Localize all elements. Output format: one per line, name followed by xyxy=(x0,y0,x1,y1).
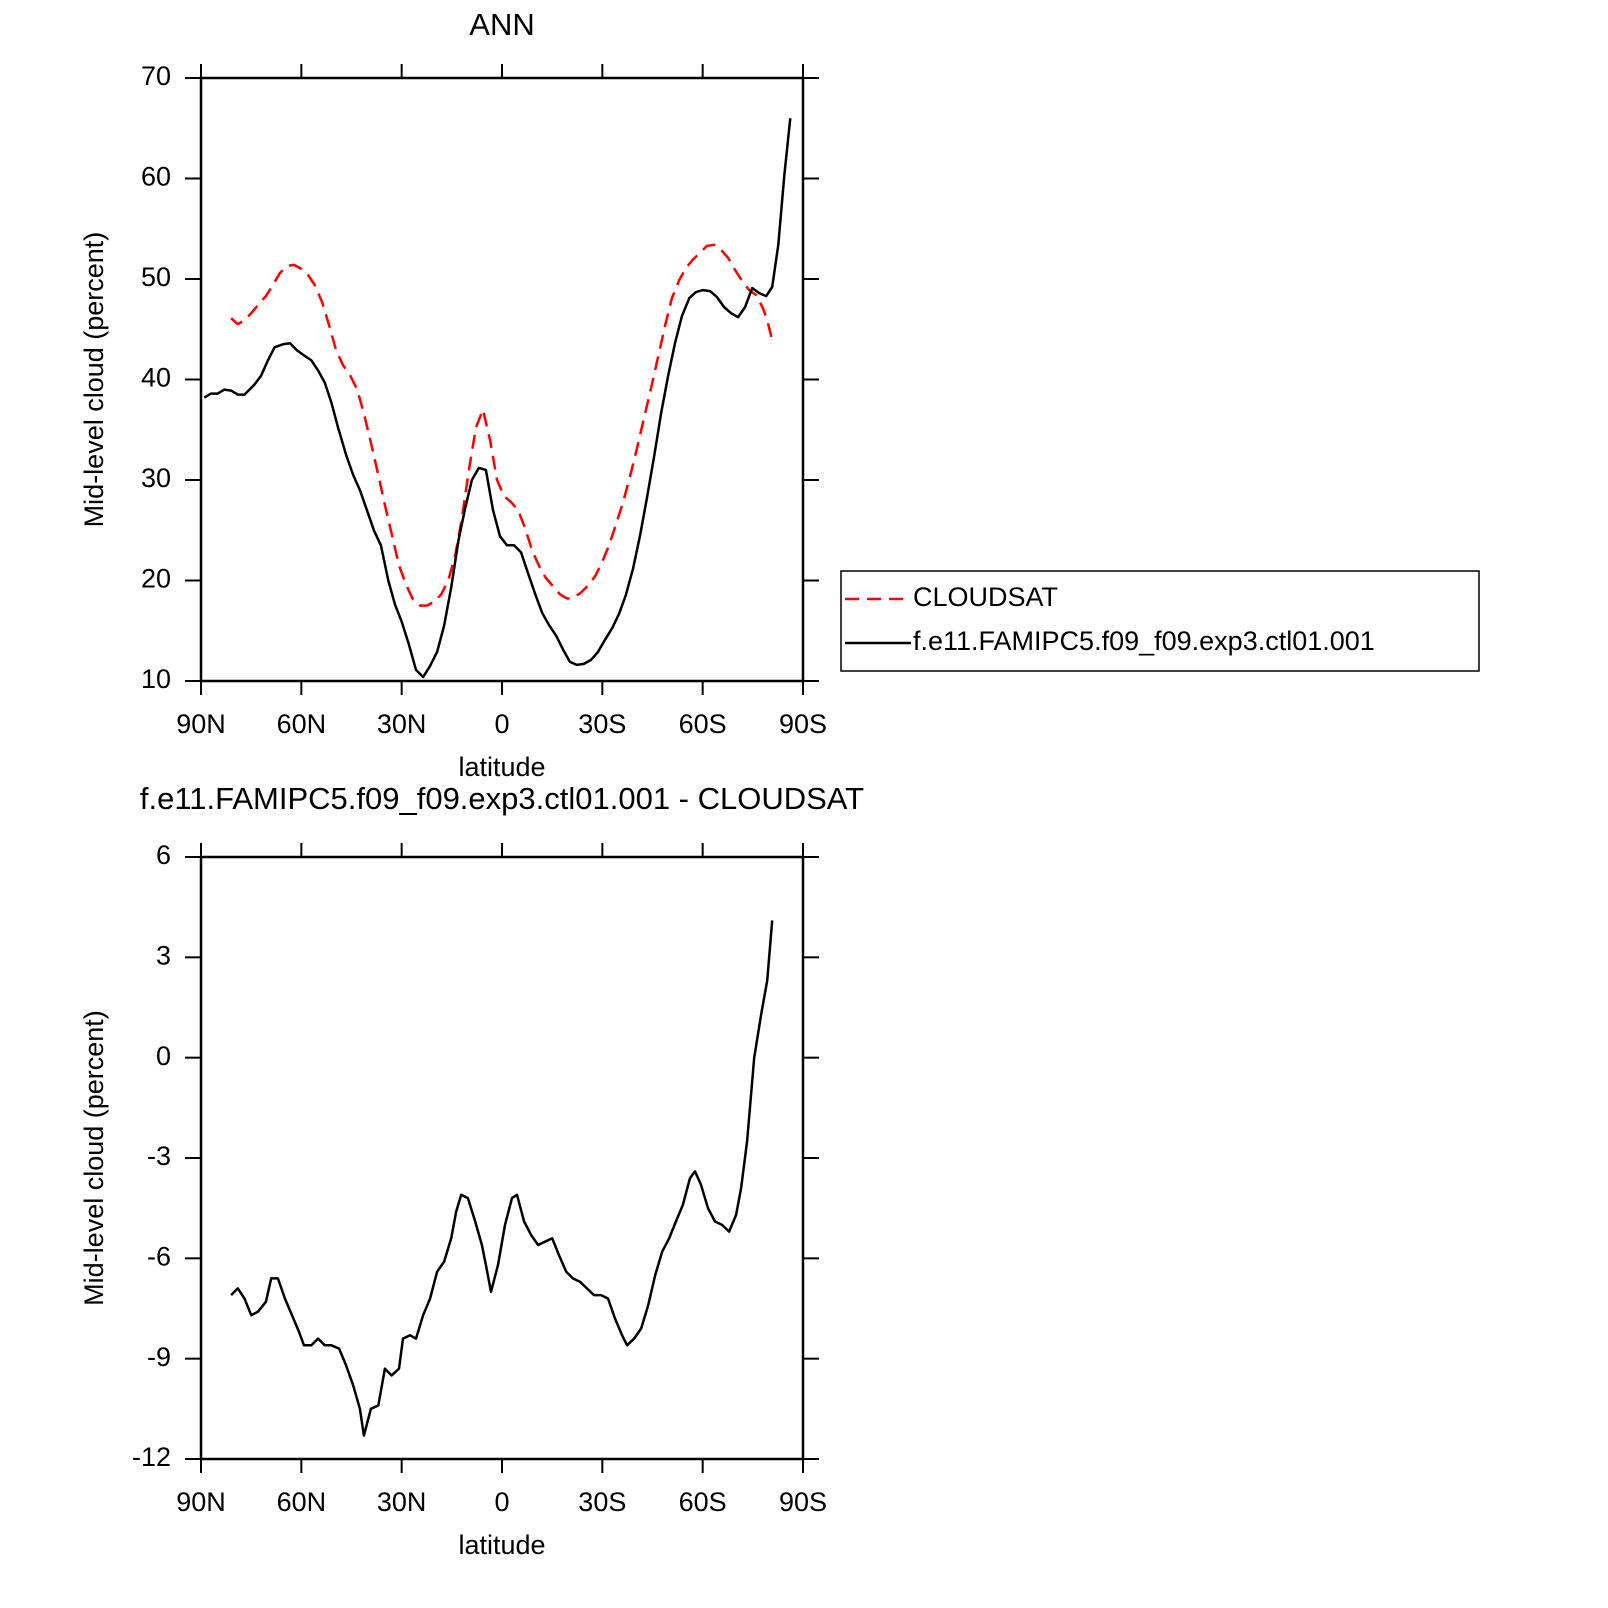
y-tick-label: 0 xyxy=(156,1041,171,1071)
x-tick-label: 30N xyxy=(377,709,427,739)
legend-label: f.e11.FAMIPC5.f09_f09.exp3.ctl01.001 xyxy=(913,626,1375,656)
plot-frame xyxy=(199,76,805,683)
x-tick-label: 30S xyxy=(578,1487,626,1517)
y-tick-label: 50 xyxy=(141,262,171,292)
legend-label: CLOUDSAT xyxy=(913,582,1058,612)
x-tick-label: 90N xyxy=(176,1487,226,1517)
x-tick-label: 60N xyxy=(277,1487,327,1517)
x-tick-label: 60S xyxy=(679,1487,727,1517)
y-tick-label: 10 xyxy=(141,664,171,694)
y-tick-label: 3 xyxy=(156,940,171,970)
y-tick-label: 70 xyxy=(141,61,171,91)
chart-title: f.e11.FAMIPC5.f09_f09.exp3.ctl01.001 - C… xyxy=(140,781,864,816)
y-tick-label: 20 xyxy=(141,564,171,594)
legend-box xyxy=(840,570,1480,672)
x-axis-label: latitude xyxy=(458,1530,545,1560)
chart-title: ANN xyxy=(469,7,534,42)
y-axis-label: Mid-level cloud (percent) xyxy=(79,1010,109,1306)
x-tick-label: 0 xyxy=(494,1487,509,1517)
x-tick-label: 90S xyxy=(779,709,827,739)
y-tick-label: -3 xyxy=(147,1141,171,1171)
x-tick-label: 90S xyxy=(779,1487,827,1517)
data-line xyxy=(203,118,792,679)
plot-frame xyxy=(199,855,805,1461)
x-tick-label: 60N xyxy=(277,709,327,739)
y-tick-label: 30 xyxy=(141,463,171,493)
y-tick-label: -6 xyxy=(147,1241,171,1271)
x-tick-label: 30N xyxy=(377,1487,427,1517)
x-tick-label: 90N xyxy=(176,709,226,739)
x-tick-label: 0 xyxy=(494,709,509,739)
x-tick-label: 60S xyxy=(679,709,727,739)
data-line xyxy=(230,920,774,1437)
data-line xyxy=(230,243,774,607)
y-tick-label: -12 xyxy=(132,1442,171,1472)
y-tick-label: 40 xyxy=(141,363,171,393)
x-tick-label: 30S xyxy=(578,709,626,739)
x-axis-label: latitude xyxy=(458,752,545,782)
y-tick-label: 60 xyxy=(141,162,171,192)
y-tick-label: -9 xyxy=(147,1342,171,1372)
y-tick-label: 6 xyxy=(156,840,171,870)
y-axis-label: Mid-level cloud (percent) xyxy=(79,232,109,528)
